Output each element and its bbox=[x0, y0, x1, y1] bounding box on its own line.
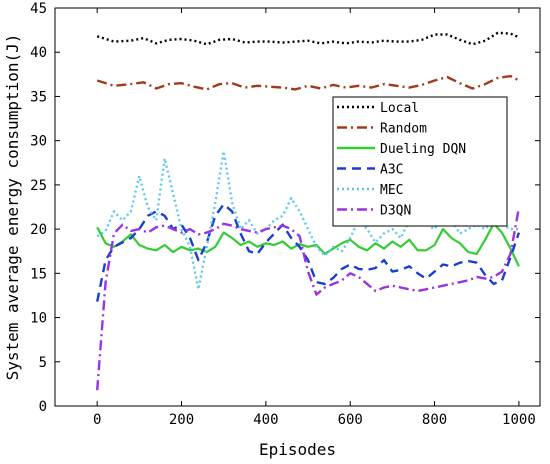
legend-box bbox=[332, 96, 508, 227]
y-tick-label: 20 bbox=[30, 222, 47, 238]
legend-label: Random bbox=[380, 122, 427, 137]
series-line-local bbox=[96, 31, 520, 46]
legend-label: A3C bbox=[380, 163, 403, 178]
x-tick-label: 0 bbox=[93, 412, 101, 428]
series-line-random bbox=[96, 74, 520, 91]
y-axis-label: System average energy consumption(J) bbox=[3, 34, 22, 381]
series-line-dueling-dqn bbox=[96, 222, 520, 267]
y-tick-label: 30 bbox=[30, 134, 47, 150]
legend-label: Local bbox=[380, 101, 419, 116]
legend-label: Dueling DQN bbox=[380, 142, 466, 157]
series-line-a3c bbox=[96, 203, 521, 302]
x-tick-label: 600 bbox=[338, 412, 363, 428]
x-tick-label: 200 bbox=[169, 412, 194, 428]
legend-label: D3QN bbox=[380, 204, 411, 219]
y-tick-label: 40 bbox=[30, 45, 47, 61]
y-tick-label: 35 bbox=[30, 89, 47, 105]
legend-label: MEC bbox=[380, 183, 403, 198]
y-tick-label: 45 bbox=[30, 1, 47, 17]
legend: Local Random Dueling DQN A3C MEC D3QN bbox=[332, 96, 508, 227]
axis-ticks: 0 200 400 600 800 1000 0 5 10 15 20 25 30 35 40 45 bbox=[30, 1, 540, 428]
x-tick-label: 800 bbox=[422, 412, 447, 428]
y-tick-label: 25 bbox=[30, 178, 47, 194]
x-tick-label: 1000 bbox=[502, 412, 536, 428]
y-tick-label: 10 bbox=[30, 311, 47, 327]
x-axis-label: Episodes bbox=[259, 440, 336, 459]
y-tick-label: 0 bbox=[39, 399, 47, 415]
y-tick-label: 5 bbox=[39, 355, 47, 371]
x-tick-label: 400 bbox=[253, 412, 278, 428]
y-tick-label: 15 bbox=[30, 266, 47, 282]
